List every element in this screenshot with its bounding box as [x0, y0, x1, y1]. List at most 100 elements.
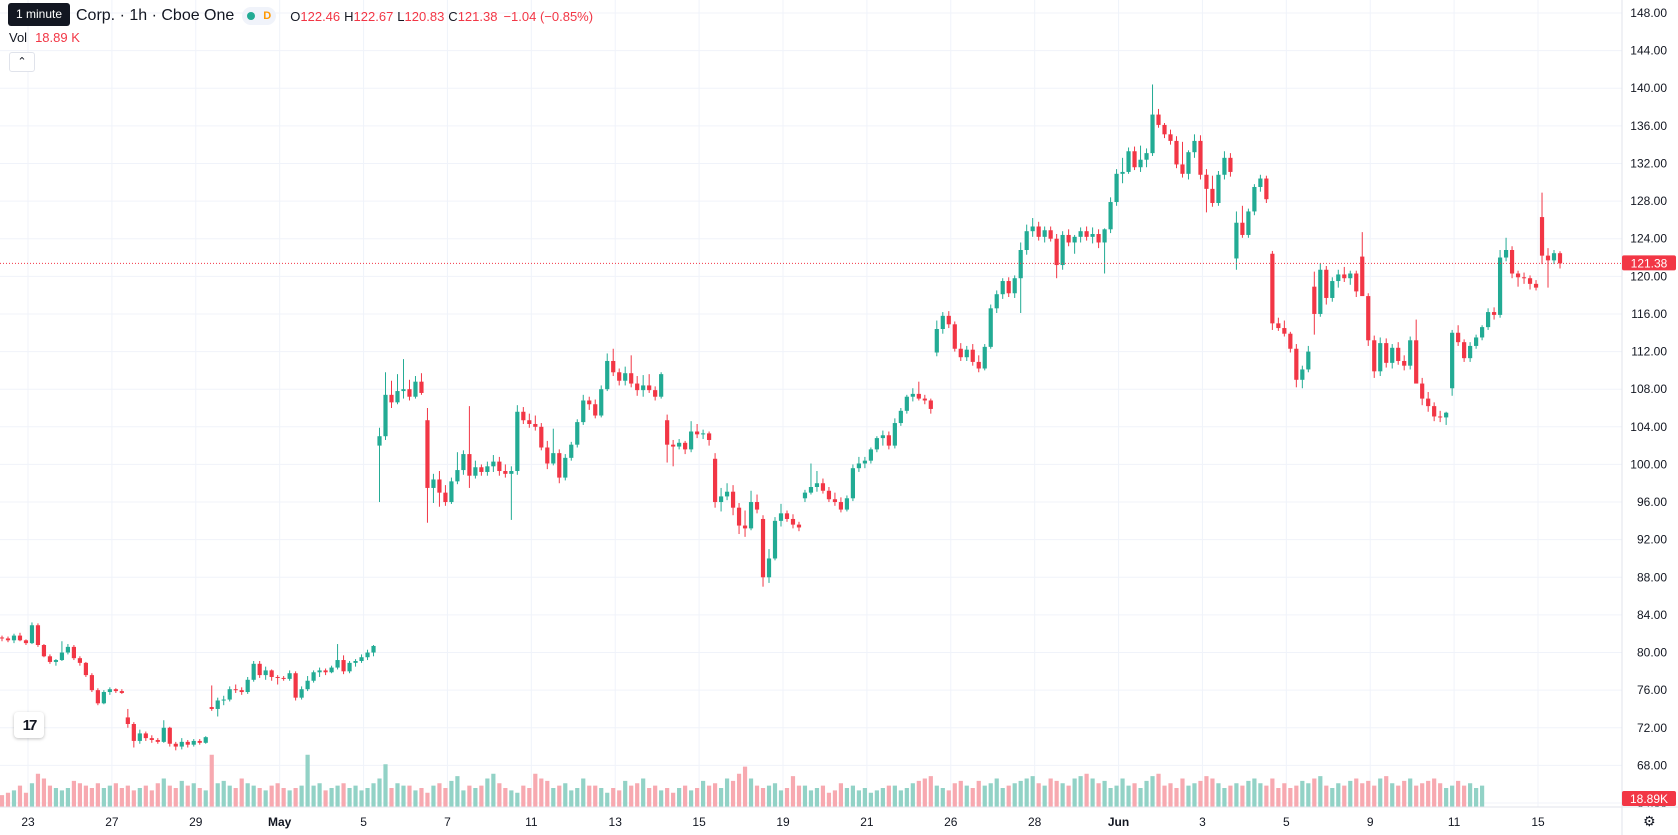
volume-bar	[1108, 788, 1113, 807]
volume-bar	[946, 790, 951, 807]
collapse-legend-button[interactable]: ⌃	[9, 52, 35, 72]
candle-body	[305, 680, 310, 690]
candle-body	[850, 468, 856, 499]
volume-bar	[125, 785, 130, 807]
volume-bar	[1270, 778, 1275, 807]
volume-bar	[1336, 783, 1341, 807]
volume-bar	[976, 780, 981, 807]
candle-body	[1036, 226, 1041, 237]
price-tick-label: 96.00	[1637, 495, 1667, 509]
volume-bar	[1312, 778, 1317, 807]
volume-bar	[455, 776, 460, 807]
volume-bar	[718, 788, 724, 807]
candle-body	[239, 690, 244, 693]
volume-bar	[724, 778, 730, 807]
candle-body	[143, 733, 148, 739]
volume-bar	[862, 788, 867, 807]
volume-bar	[209, 754, 214, 807]
candle-body	[712, 458, 718, 503]
volume-bar	[886, 785, 891, 807]
candle-body	[347, 662, 352, 672]
candle-body	[491, 461, 496, 467]
volume-bar	[1456, 780, 1461, 807]
volume-bar	[227, 785, 232, 807]
volume-bar	[1012, 783, 1017, 807]
candle-body	[587, 400, 592, 405]
candle-body	[89, 675, 94, 691]
candle-body	[179, 741, 184, 747]
time-tick-label: 5	[1283, 815, 1290, 829]
candle-body	[1396, 347, 1401, 361]
time-tick-label: 3	[1199, 815, 1206, 829]
volume-bar	[479, 785, 484, 807]
volume-bar	[994, 778, 999, 807]
volume-bar	[1474, 788, 1479, 807]
volume-bar	[119, 788, 124, 807]
volume-bar	[503, 788, 508, 807]
candle-body	[395, 391, 400, 403]
candle-body	[551, 453, 556, 464]
candle-body	[880, 435, 885, 439]
candle-body	[59, 652, 65, 661]
volume-bar	[173, 788, 178, 807]
market-status-pill[interactable]: D	[242, 7, 277, 25]
time-tick-label: 26	[944, 815, 958, 829]
volume-bar	[701, 780, 706, 807]
time-axis[interactable]: 23 27 29 May 5 7 11 13 15 19 21 26 28 Jun 3 5 9 11 15	[21, 815, 1545, 829]
candle-body	[1162, 124, 1167, 135]
gear-icon[interactable]: ⚙	[1643, 813, 1656, 829]
candle-body	[401, 389, 406, 392]
volume-bar	[1426, 780, 1431, 807]
candle-body	[778, 513, 784, 521]
candle-body	[671, 444, 676, 447]
volume-bar	[1408, 778, 1413, 807]
candle-body	[1456, 332, 1461, 343]
volume-bar	[970, 788, 975, 807]
time-tick-label: 9	[1367, 815, 1374, 829]
candle-body	[1551, 253, 1557, 261]
price-tick-label: 84.00	[1637, 608, 1667, 622]
volume-bar	[317, 783, 322, 807]
candle-body	[1390, 347, 1395, 363]
symbol-title[interactable]: Corp. · 1h · Cboe One	[76, 7, 235, 24]
price-change: −1.04 (−0.85%)	[503, 8, 594, 24]
volume-bar	[131, 790, 136, 807]
candle-body	[1264, 178, 1269, 200]
volume-bar	[683, 785, 688, 807]
candle-body	[808, 487, 814, 493]
candle-body	[137, 733, 142, 741]
volume-bar	[497, 783, 502, 807]
candle-body	[389, 394, 394, 403]
time-tick-label: 13	[609, 815, 623, 829]
volume-bar	[964, 785, 969, 807]
volume-bar	[736, 773, 742, 807]
candle-body	[359, 657, 364, 661]
volume-bar	[617, 790, 622, 807]
candle-body	[329, 667, 334, 673]
candle-body	[617, 372, 622, 381]
volume-bar	[754, 785, 760, 807]
candle-body	[641, 385, 646, 391]
volume-bar	[1294, 785, 1299, 807]
tradingview-logo-icon[interactable]: 17	[14, 712, 44, 738]
candle-body	[928, 400, 933, 409]
volume-bar	[922, 778, 927, 807]
volume-bar	[910, 783, 915, 807]
volume-bar	[1144, 780, 1149, 807]
volume-bar	[1300, 780, 1305, 807]
volume-bar	[695, 788, 700, 807]
candle-body	[647, 385, 652, 391]
candle-body	[563, 457, 568, 478]
volume-bar	[89, 788, 94, 807]
volume-bar	[1246, 780, 1251, 807]
candle-body	[5, 638, 11, 641]
volume-bar	[1390, 783, 1395, 807]
candle-body	[413, 381, 418, 397]
candle-body	[149, 738, 154, 740]
volume-bar	[748, 778, 754, 807]
candle-body	[1521, 277, 1527, 279]
candle-body	[886, 435, 891, 446]
candle-body	[1378, 343, 1383, 372]
